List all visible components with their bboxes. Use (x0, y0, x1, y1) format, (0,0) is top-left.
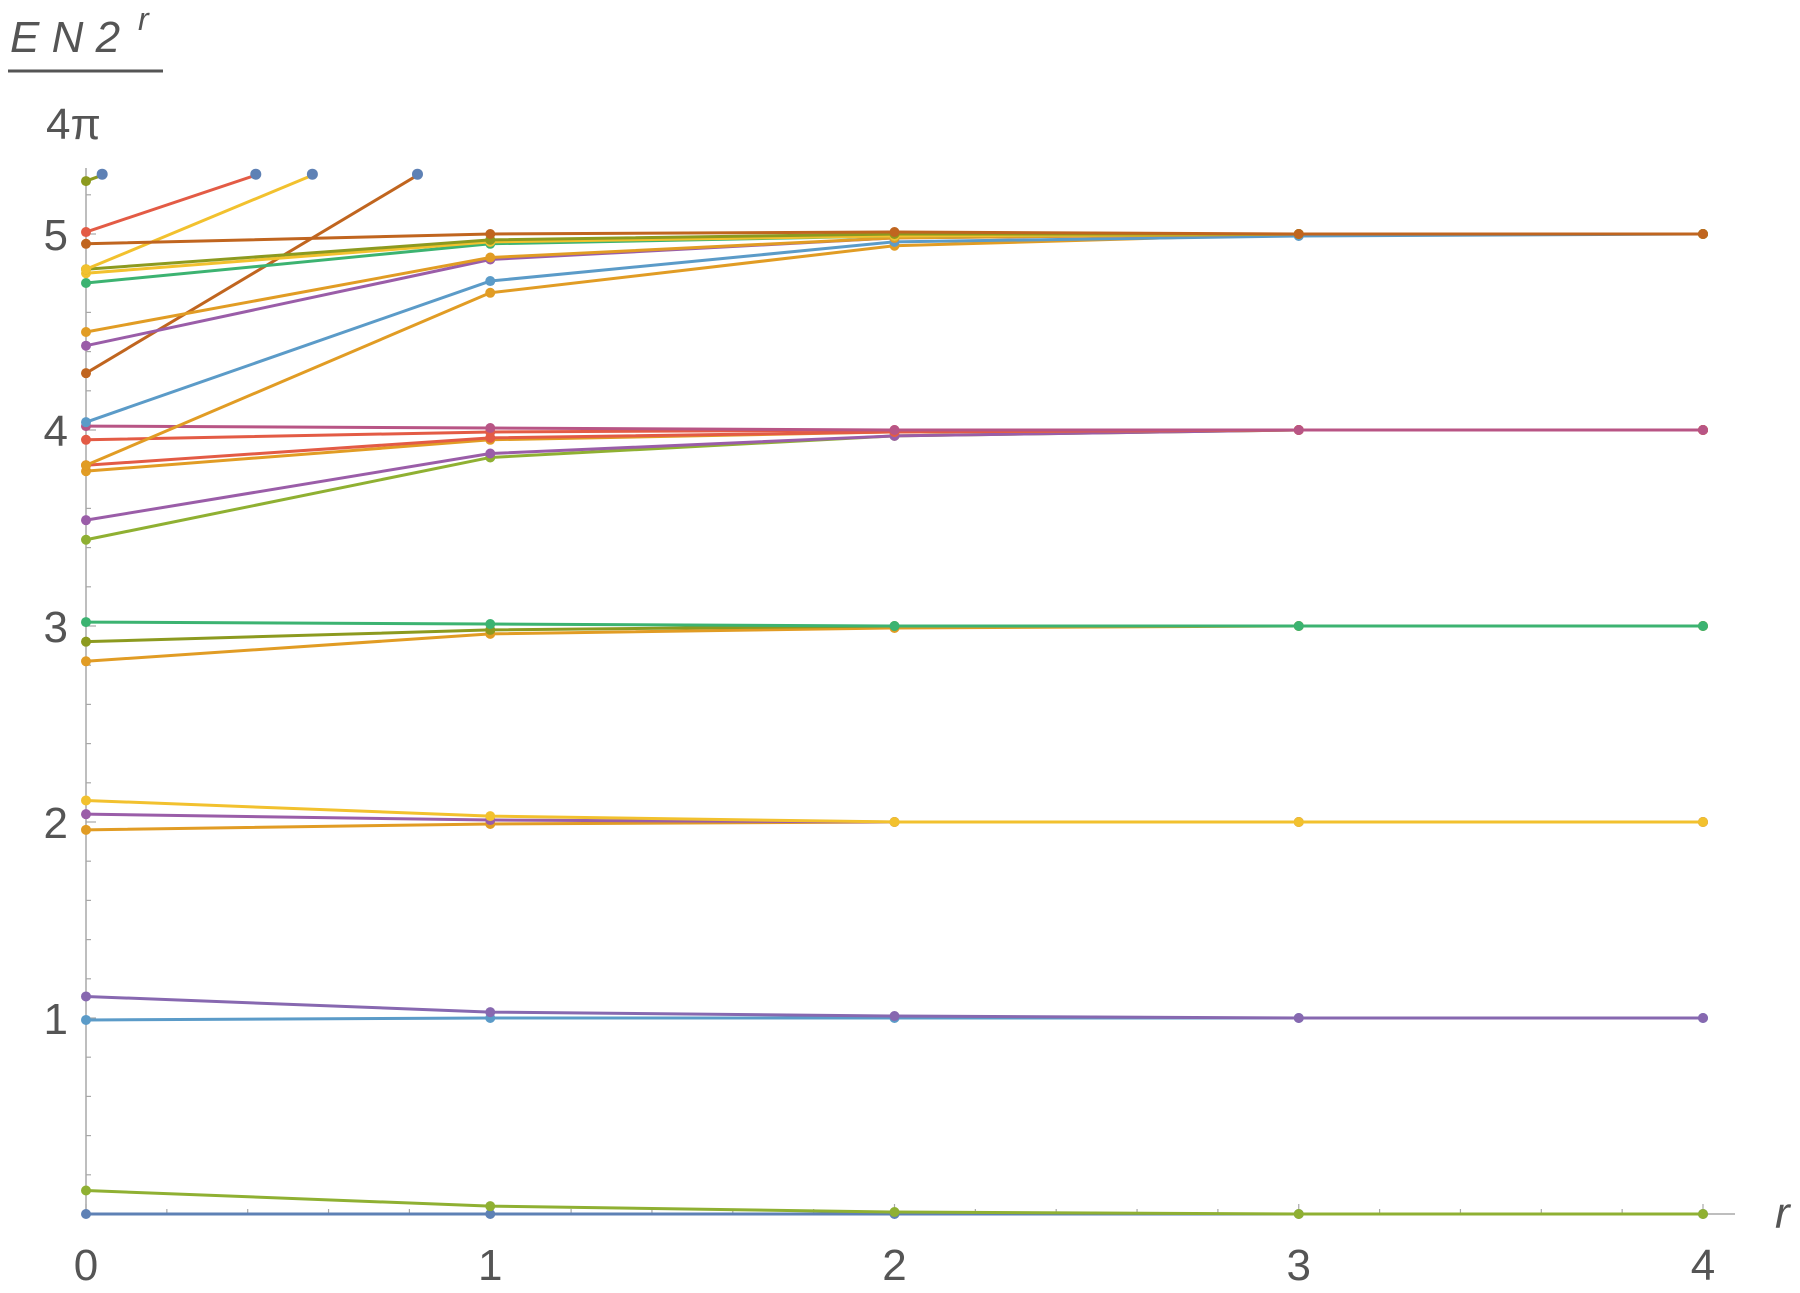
data-point (81, 238, 91, 249)
x-tick-label: 1 (478, 1241, 502, 1290)
y-axis-title-denominator: 4π (46, 100, 101, 149)
x-tick-label: 3 (1287, 1241, 1311, 1290)
series-line (81, 425, 1708, 526)
data-point (1293, 1013, 1304, 1023)
data-point (1698, 1013, 1708, 1023)
y-axis-title-superscript: r (138, 1, 150, 37)
x-tick-label: 0 (74, 1241, 98, 1290)
data-point (1698, 817, 1708, 827)
data-point (485, 619, 496, 630)
series-line (81, 173, 419, 379)
data-point (1698, 229, 1708, 239)
data-point (81, 264, 91, 275)
axes: 0 1 2 3 4 1 2 3 4 5 (44, 168, 1735, 1290)
data-point (81, 460, 91, 471)
y-tick-label: 4 (44, 407, 68, 456)
clip-marker (306, 168, 318, 180)
data-point (889, 817, 900, 827)
series-path (85, 173, 313, 271)
data-point (81, 417, 91, 428)
y-tick-label: 3 (44, 603, 68, 652)
data-point (485, 448, 496, 459)
data-point (81, 1014, 91, 1025)
data-point (81, 1185, 91, 1196)
data-point (81, 176, 91, 187)
data-point (1293, 425, 1304, 435)
data-point (81, 227, 91, 238)
y-tick-label: 2 (44, 799, 68, 848)
series-line (81, 991, 1708, 1023)
series-line (81, 421, 1708, 435)
data-point (889, 227, 900, 238)
data-point (81, 636, 91, 647)
data-point (1293, 1209, 1304, 1219)
data-point (485, 1007, 496, 1018)
series-path (85, 232, 1704, 424)
data-point (81, 795, 91, 806)
data-point (485, 423, 496, 434)
data-point (81, 824, 91, 835)
series-path (85, 428, 1703, 542)
data-point (81, 327, 91, 337)
y-tick-label: 1 (44, 995, 68, 1044)
data-point (485, 252, 496, 263)
data-point (81, 278, 91, 288)
data-point (81, 809, 91, 820)
data-point (485, 811, 496, 822)
clip-marker (250, 168, 262, 180)
y-axis-title: E N 2 r 4π (8, 1, 163, 149)
data-point (81, 434, 91, 445)
series-path (85, 173, 419, 375)
data-point (889, 1207, 900, 1218)
series-line (81, 173, 257, 238)
series-path (85, 173, 257, 234)
series-line (81, 795, 1708, 827)
data-point (81, 1209, 91, 1219)
data-point (81, 991, 91, 1002)
data-point (1698, 1209, 1708, 1219)
data-point (81, 515, 91, 526)
data-point (889, 1011, 900, 1022)
data-point (1293, 229, 1304, 239)
data-point (485, 1201, 496, 1212)
series-layer (81, 168, 1708, 1219)
x-axis-title: r (1775, 1189, 1792, 1238)
y-tick-label: 5 (44, 211, 68, 260)
data-point (1293, 621, 1304, 631)
data-point (81, 534, 91, 545)
data-point (485, 287, 496, 298)
data-point (485, 1209, 496, 1219)
data-point (485, 229, 496, 239)
series-line (81, 1185, 1708, 1219)
series-line (81, 173, 313, 275)
data-point (1293, 817, 1304, 827)
clip-marker (411, 168, 423, 180)
y-axis-title-numerator: E N 2 (10, 13, 120, 62)
data-point (81, 368, 91, 379)
x-tick-label: 2 (882, 1241, 906, 1290)
data-point (81, 617, 91, 628)
data-point (1698, 621, 1708, 631)
data-point (889, 425, 900, 435)
data-point (81, 340, 91, 351)
series-line (81, 227, 1708, 249)
series-line (81, 617, 1708, 631)
series-path (85, 428, 1703, 522)
x-tick-label: 4 (1691, 1241, 1715, 1290)
data-point (1698, 425, 1708, 435)
clip-marker (96, 168, 108, 180)
data-point (889, 621, 900, 631)
series-line (81, 425, 1708, 545)
data-point (485, 276, 496, 287)
data-point (81, 656, 91, 667)
